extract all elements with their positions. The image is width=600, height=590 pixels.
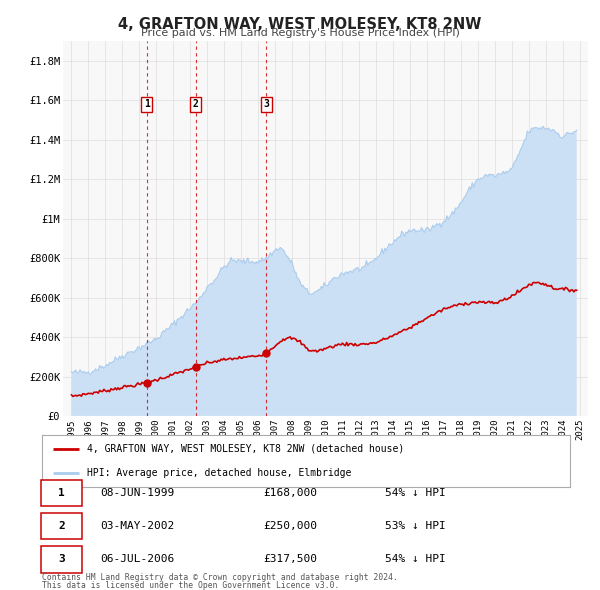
Text: 2: 2 bbox=[193, 99, 199, 109]
Text: 1: 1 bbox=[144, 99, 149, 109]
Text: 03-MAY-2002: 03-MAY-2002 bbox=[100, 522, 175, 531]
Text: 3: 3 bbox=[58, 555, 65, 564]
Text: 4, GRAFTON WAY, WEST MOLESEY, KT8 2NW (detached house): 4, GRAFTON WAY, WEST MOLESEY, KT8 2NW (d… bbox=[87, 444, 404, 454]
Text: £168,000: £168,000 bbox=[264, 489, 318, 498]
FancyBboxPatch shape bbox=[41, 513, 82, 539]
Text: Contains HM Land Registry data © Crown copyright and database right 2024.: Contains HM Land Registry data © Crown c… bbox=[42, 573, 398, 582]
Text: 2: 2 bbox=[58, 522, 65, 531]
Text: 08-JUN-1999: 08-JUN-1999 bbox=[100, 489, 175, 498]
Text: 1: 1 bbox=[58, 489, 65, 498]
Text: £317,500: £317,500 bbox=[264, 555, 318, 564]
Text: 54% ↓ HPI: 54% ↓ HPI bbox=[385, 555, 446, 564]
FancyBboxPatch shape bbox=[41, 480, 82, 506]
Text: 53% ↓ HPI: 53% ↓ HPI bbox=[385, 522, 446, 531]
Text: 06-JUL-2006: 06-JUL-2006 bbox=[100, 555, 175, 564]
Text: 3: 3 bbox=[263, 99, 269, 109]
Text: HPI: Average price, detached house, Elmbridge: HPI: Average price, detached house, Elmb… bbox=[87, 468, 351, 478]
Text: This data is licensed under the Open Government Licence v3.0.: This data is licensed under the Open Gov… bbox=[42, 581, 340, 589]
Text: 4, GRAFTON WAY, WEST MOLESEY, KT8 2NW: 4, GRAFTON WAY, WEST MOLESEY, KT8 2NW bbox=[118, 17, 482, 31]
Text: £250,000: £250,000 bbox=[264, 522, 318, 531]
Text: Price paid vs. HM Land Registry's House Price Index (HPI): Price paid vs. HM Land Registry's House … bbox=[140, 28, 460, 38]
Text: 54% ↓ HPI: 54% ↓ HPI bbox=[385, 489, 446, 498]
FancyBboxPatch shape bbox=[41, 546, 82, 572]
